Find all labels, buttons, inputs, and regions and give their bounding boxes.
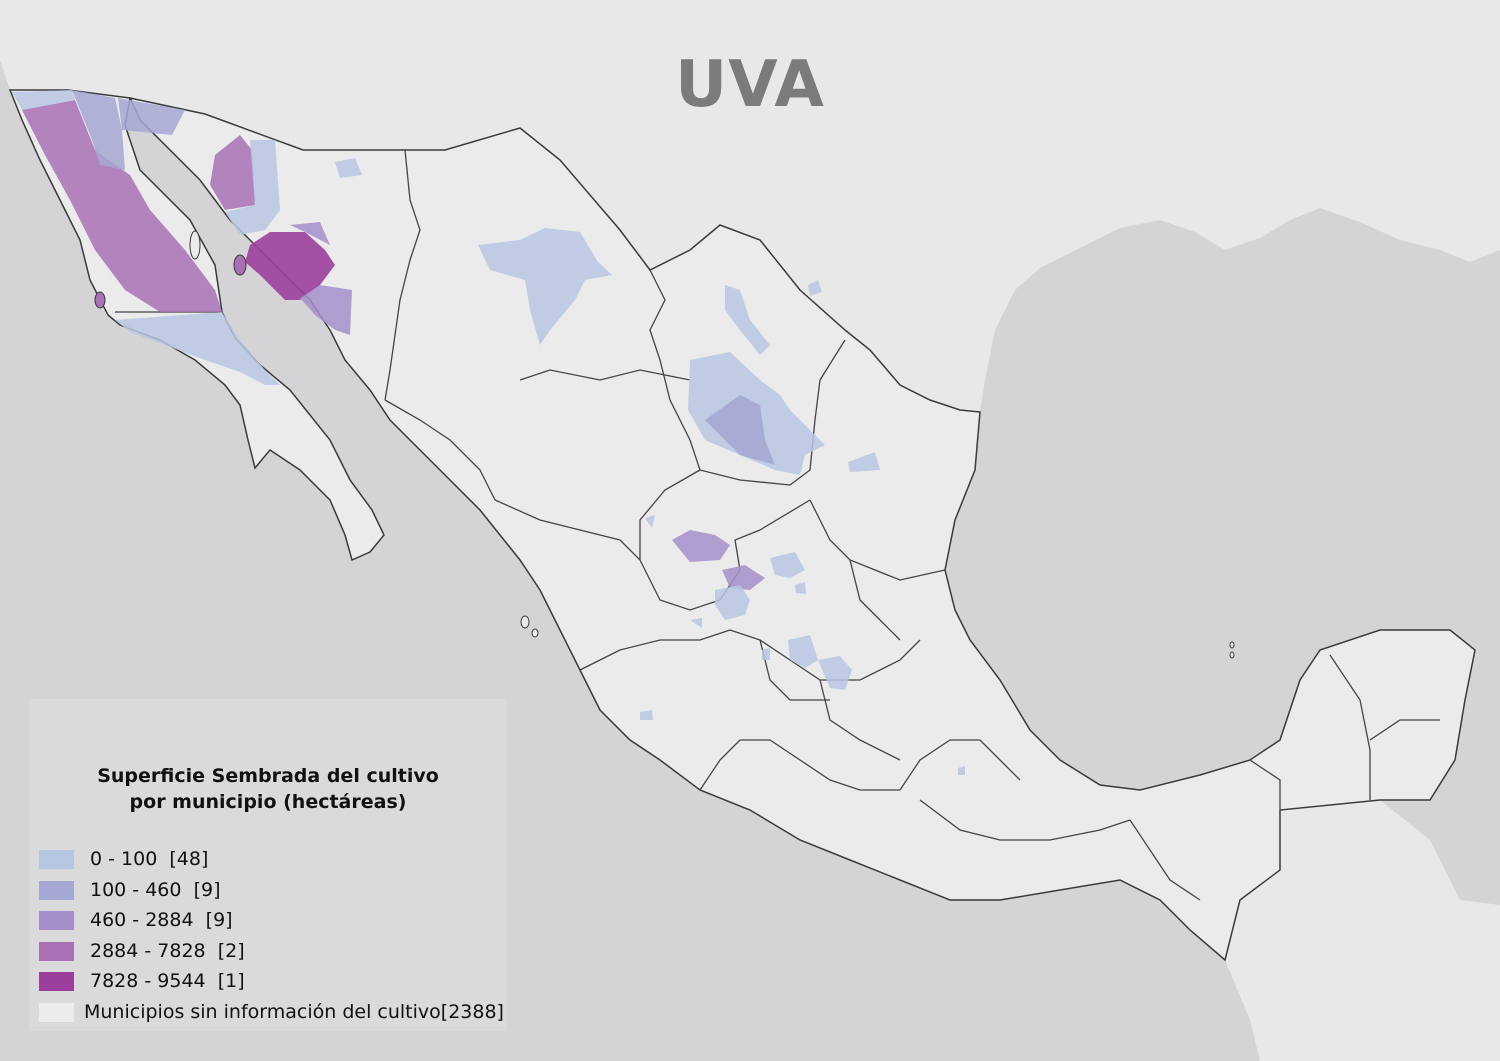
legend-range: 7828 - 9544 [90, 970, 206, 992]
legend-range: 2884 - 7828 [90, 940, 206, 962]
region-puebla-small [958, 766, 965, 775]
region-jalisco-small [690, 618, 702, 628]
legend-label: 100 - 460 [9] [90, 879, 220, 901]
legend-swatch [39, 1002, 74, 1022]
legend-swatch [39, 910, 74, 930]
legend-label: 460 - 2884 [9] [90, 909, 233, 931]
legend-swatch [39, 941, 74, 961]
legend-swatch [39, 880, 74, 900]
region-aguascalientes [722, 565, 765, 590]
region-bcs-la-paz [115, 312, 280, 385]
legend-item: 0 - 100 [48] [39, 848, 208, 870]
region-zacatecas [672, 530, 730, 562]
legend-count: [2] [217, 940, 245, 962]
legend-range: 460 - 2884 [90, 909, 194, 931]
legend-title-line2: por municipio (hectáreas) [129, 791, 407, 813]
legend-range: 100 - 460 [90, 879, 182, 901]
choropleth-regions [12, 90, 965, 775]
region-sonora-agua-prieta [335, 158, 362, 178]
central-america-land [1225, 800, 1500, 1061]
legend-label: Municipios sin información del cultivo[2… [84, 1001, 504, 1023]
region-sonora-south [300, 285, 352, 335]
region-coahuila-parras [705, 395, 775, 465]
legend-title-line1: Superficie Sembrada del cultivo [97, 765, 439, 787]
region-queretaro [818, 656, 852, 690]
region-durango-small [762, 648, 770, 660]
legend-count: [9] [205, 909, 233, 931]
region-hermosillo [245, 232, 335, 300]
legend-no-data-count: [2388] [440, 1001, 504, 1023]
region-sonora-caborca [210, 135, 255, 210]
mexico-mainland [128, 96, 1476, 962]
legend-label: 0 - 100 [48] [90, 848, 208, 870]
map-title: UVA [675, 48, 825, 122]
legend-swatch [39, 971, 74, 991]
region-sonora-east [290, 222, 330, 245]
legend-item-no-data: Municipios sin información del cultivo[2… [39, 1001, 504, 1023]
legend-item: 7828 - 9544 [1] [39, 970, 245, 992]
region-sonora-blue [225, 140, 280, 235]
region-zacatecas-small [645, 515, 655, 528]
islands [94, 230, 1235, 659]
region-nuevo-leon [848, 452, 880, 472]
region-nayarit-small [640, 710, 653, 720]
region-aguascalientes-blue [715, 585, 750, 620]
region-sonora-nw [118, 98, 185, 135]
region-tijuana [12, 90, 75, 110]
legend-item: 100 - 460 [9] [39, 879, 220, 901]
region-slp-small [795, 582, 806, 594]
region-slp [770, 552, 805, 578]
region-guanajuato [788, 635, 818, 668]
region-coahuila-acuna [808, 280, 822, 296]
legend-title: Superficie Sembrada del cultivo por muni… [29, 763, 507, 815]
legend-no-data-label: Municipios sin información del cultivo [84, 1001, 441, 1023]
region-chihuahua [478, 228, 612, 345]
region-mexicali [72, 90, 125, 170]
usa-land [0, 0, 1500, 412]
legend-swatch [39, 849, 74, 869]
legend-label: 2884 - 7828 [2] [90, 940, 245, 962]
legend-count: [1] [217, 970, 245, 992]
region-baja-california-north [22, 100, 222, 312]
region-coahuila-north [725, 285, 770, 355]
legend-label: 7828 - 9544 [1] [90, 970, 245, 992]
legend-panel: Superficie Sembrada del cultivo por muni… [29, 699, 507, 1031]
legend-count: [48] [169, 848, 209, 870]
legend-range: 0 - 100 [90, 848, 158, 870]
legend-item: 460 - 2884 [9] [39, 909, 233, 931]
legend-item: 2884 - 7828 [2] [39, 940, 245, 962]
legend-count: [9] [193, 879, 221, 901]
